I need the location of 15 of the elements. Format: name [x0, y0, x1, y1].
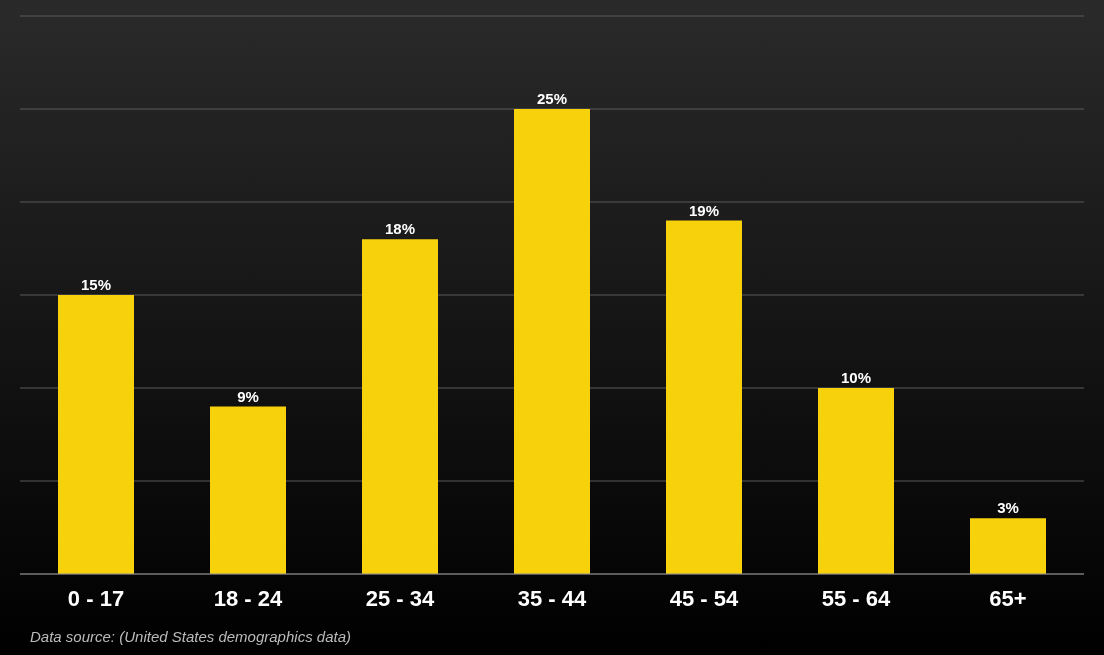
x-tick-label: 35 - 44: [517, 585, 588, 611]
x-tick-label: 18 - 24: [213, 585, 284, 611]
x-tick-label: 0 - 17: [67, 585, 125, 611]
data-label: 3%: [997, 499, 1019, 517]
data-label: 25%: [536, 90, 568, 107]
x-tick-label: 65+: [989, 585, 1027, 611]
data-label: 18%: [384, 220, 416, 238]
x-tick-label: 55 - 64: [821, 585, 892, 611]
x-tick-label: 45 - 54: [669, 585, 740, 611]
x-tick-label: 25 - 34: [365, 585, 436, 611]
data-label: 9%: [237, 387, 259, 405]
data-label: 15%: [80, 276, 112, 293]
source-note: Data source: (United States demographics data): [30, 628, 351, 645]
data-label: 10%: [840, 369, 872, 386]
data-label: 19%: [688, 201, 720, 219]
